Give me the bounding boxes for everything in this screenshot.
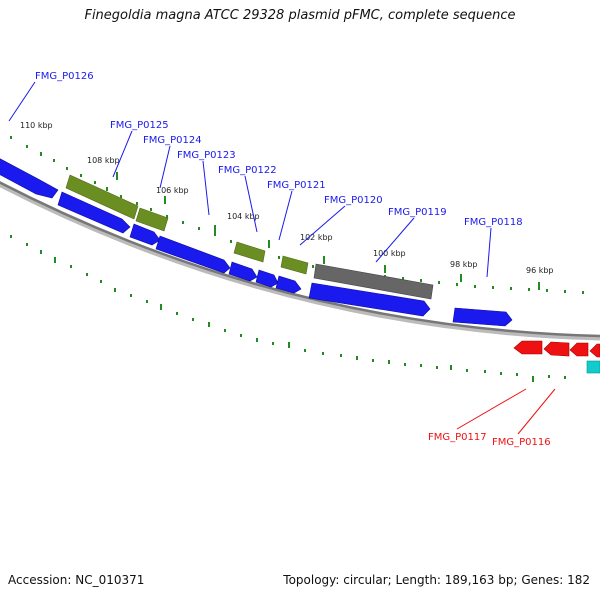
inner-tick-arc — [10, 235, 566, 382]
gene-label-fmg-p0116[interactable]: FMG_P0116 — [492, 437, 551, 448]
gene-label-fmg-p0118[interactable]: FMG_P0118 — [464, 217, 523, 228]
tick-label-106kbp: 106 kbp — [156, 186, 189, 195]
gene-feature-blue[interactable] — [228, 261, 258, 282]
gene-feature-blue[interactable] — [308, 282, 431, 317]
gene-feature-blue[interactable] — [0, 156, 59, 199]
backbone-shadow — [0, 181, 600, 341]
gene-label-fmg-p0126[interactable]: FMG_P0126 — [35, 71, 94, 82]
gene-label-fmg-p0121[interactable]: FMG_P0121 — [267, 180, 326, 191]
tick-label-100kbp: 100 kbp — [373, 249, 406, 258]
gene-feature-blue[interactable] — [129, 223, 161, 246]
tick-label-96kbp: 96 kbp — [526, 266, 554, 275]
label-leader-lines-top — [8, 81, 492, 278]
gene-features — [0, 156, 600, 374]
gene-label-fmg-p0124[interactable]: FMG_P0124 — [143, 135, 202, 146]
tick-label-104kbp: 104 kbp — [227, 212, 260, 221]
gene-feature-green[interactable] — [233, 241, 266, 263]
tick-label-98kbp: 98 kbp — [450, 260, 478, 269]
map-title: Finegoldia magna ATCC 29328 plasmid pFMC… — [84, 8, 516, 23]
gene-feature-red[interactable] — [589, 343, 600, 358]
gene-label-fmg-p0119[interactable]: FMG_P0119 — [388, 207, 447, 218]
tick-label-108kbp: 108 kbp — [87, 156, 120, 165]
gene-feature-blue[interactable] — [452, 307, 513, 327]
accession-text: Accession: NC_010371 — [8, 573, 145, 587]
gene-feature-green[interactable] — [135, 207, 169, 232]
gene-feature-red[interactable] — [513, 340, 543, 355]
sequence-summary-text: Topology: circular; Length: 189,163 bp; … — [283, 573, 590, 587]
gene-feature-blue[interactable] — [255, 269, 279, 288]
gene-feature-green[interactable] — [65, 174, 139, 220]
gene-feature-blue[interactable] — [155, 235, 231, 274]
gene-feature-gray[interactable] — [313, 263, 434, 300]
gene-label-fmg-p0122[interactable]: FMG_P0122 — [218, 165, 277, 176]
backbone — [0, 181, 600, 338]
gene-label-fmg-p0123[interactable]: FMG_P0123 — [177, 150, 236, 161]
label-leader-lines-bottom — [456, 388, 556, 435]
gene-feature-green[interactable] — [280, 255, 309, 275]
gene-label-fmg-p0120[interactable]: FMG_P0120 — [324, 195, 383, 206]
gene-feature-blue[interactable] — [275, 275, 302, 294]
gene-feature-cyan[interactable] — [586, 360, 600, 374]
gene-label-fmg-p0117[interactable]: FMG_P0117 — [428, 432, 487, 443]
tick-label-102kbp: 102 kbp — [300, 233, 333, 242]
tick-label-110kbp: 110 kbp — [20, 121, 53, 130]
gene-feature-red[interactable] — [569, 342, 589, 357]
gene-feature-red[interactable] — [543, 341, 570, 357]
gene-label-fmg-p0125[interactable]: FMG_P0125 — [110, 120, 169, 131]
gene-feature-blue[interactable] — [57, 191, 131, 234]
